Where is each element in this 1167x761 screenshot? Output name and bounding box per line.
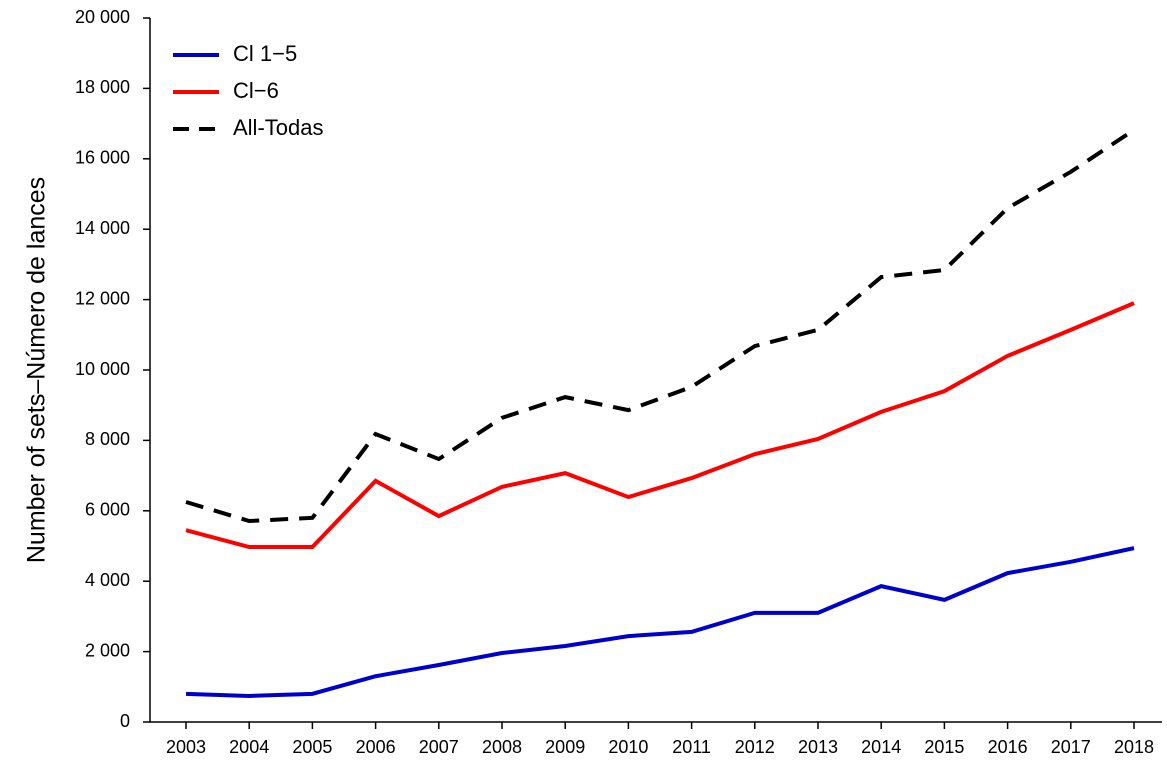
series-line xyxy=(185,301,1135,550)
x-tick-label: 2005 xyxy=(292,737,332,757)
y-tick-label: 12 000 xyxy=(75,288,130,308)
x-tick-label: 2010 xyxy=(608,737,648,757)
legend-label: Cl 1−5 xyxy=(233,41,297,66)
x-tick-label: 2009 xyxy=(545,737,585,757)
x-tick-label: 2016 xyxy=(988,737,1028,757)
y-tick-label: 2 000 xyxy=(85,640,130,660)
x-tick-label: 2017 xyxy=(1051,737,1091,757)
legend-label: All-Todas xyxy=(233,115,323,140)
y-tick-label: 10 000 xyxy=(75,359,130,379)
y-tick-label: 6 000 xyxy=(85,500,130,520)
y-tick-label: 20 000 xyxy=(75,7,130,27)
x-tick-label: 2011 xyxy=(672,737,711,757)
x-tick-label: 2014 xyxy=(861,737,901,757)
x-tick-label: 2007 xyxy=(419,737,459,757)
x-tick-label: 2013 xyxy=(798,737,838,757)
y-tick-label: 16 000 xyxy=(75,148,130,168)
x-tick-label: 2015 xyxy=(924,737,964,757)
x-tick-label: 2003 xyxy=(166,737,206,757)
y-tick-label: 8 000 xyxy=(85,429,130,449)
y-tick-label: 4 000 xyxy=(85,570,130,590)
x-tick-label: 2012 xyxy=(735,737,775,757)
y-tick-label: 0 xyxy=(120,711,130,731)
x-tick-label: 2006 xyxy=(356,737,396,757)
series-line xyxy=(185,546,1135,698)
y-tick-label: 14 000 xyxy=(75,218,130,238)
y-axis-label: Number of sets–Número de lances xyxy=(23,177,51,563)
series-line xyxy=(185,128,1136,524)
x-tick-label: 2004 xyxy=(229,737,269,757)
y-tick-label: 18 000 xyxy=(75,77,130,97)
legend-label: Cl−6 xyxy=(233,78,279,103)
x-tick-label: 2008 xyxy=(482,737,522,757)
x-tick-label: 2018 xyxy=(1114,737,1154,757)
